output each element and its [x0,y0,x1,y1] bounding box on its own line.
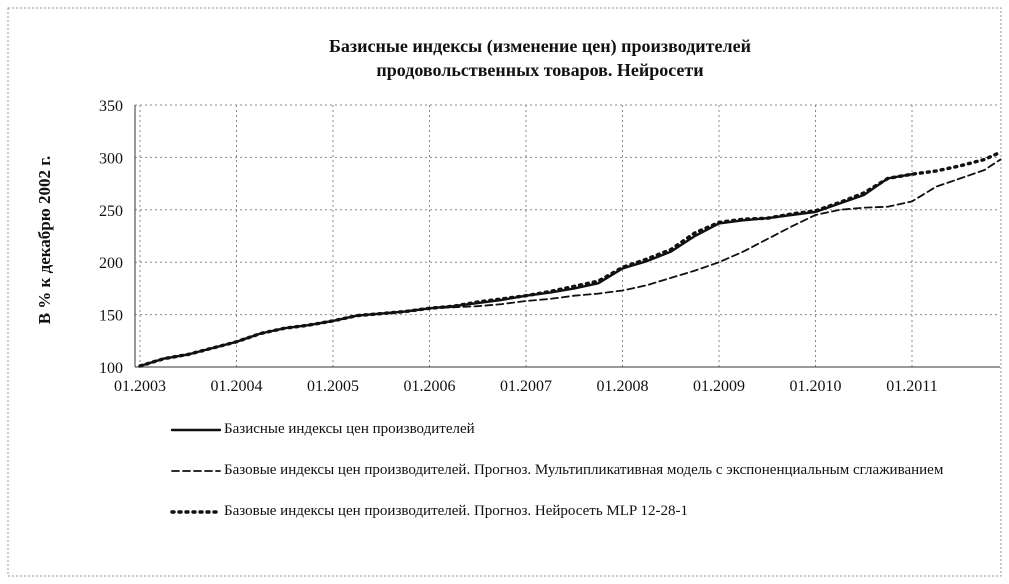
legend-label: Базисные индексы цен производителей [224,421,475,437]
y-tick-label: 150 [99,308,123,325]
y-tick-label: 100 [99,360,123,377]
x-tick-label: 01.2004 [211,378,263,395]
legend-label: Базовые индексы цен производителей. Прог… [224,503,688,519]
y-tick-label: 300 [99,150,123,167]
x-tick-label: 01.2003 [114,378,166,395]
x-tick-label: 01.2006 [404,378,456,395]
series-line [138,150,1003,368]
legend-swatch [171,470,221,472]
frame [7,7,1002,577]
legend: Базисные индексы цен производителей Базов… [168,420,968,543]
legend-label: Базовые индексы цен производителей. Прог… [224,462,944,478]
x-tick-label: 01.2007 [500,378,552,395]
x-tick-label: 01.2008 [597,378,649,395]
y-tick-label: 350 [99,98,123,115]
x-tick-label: 01.2011 [886,378,937,395]
y-tick-label: 200 [99,255,123,272]
chart-title: Базисные индексы (изменение цен) произво… [329,36,751,80]
y-axis-label: В % к декабрю 2002 г. [35,156,54,325]
legend-item: Базовые индексы цен производителей. Прог… [168,461,968,480]
x-tick-label: 01.2005 [307,378,359,395]
y-tick-label: 250 [99,203,123,220]
x-tick-label: 01.2009 [693,378,745,395]
x-tick-label: 01.2010 [790,378,842,395]
legend-swatch [170,428,222,432]
legend-item: Базисные индексы цен производителей [168,420,968,439]
legend-item: Базовые индексы цен производителей. Прог… [168,502,968,521]
legend-swatch [170,510,222,514]
